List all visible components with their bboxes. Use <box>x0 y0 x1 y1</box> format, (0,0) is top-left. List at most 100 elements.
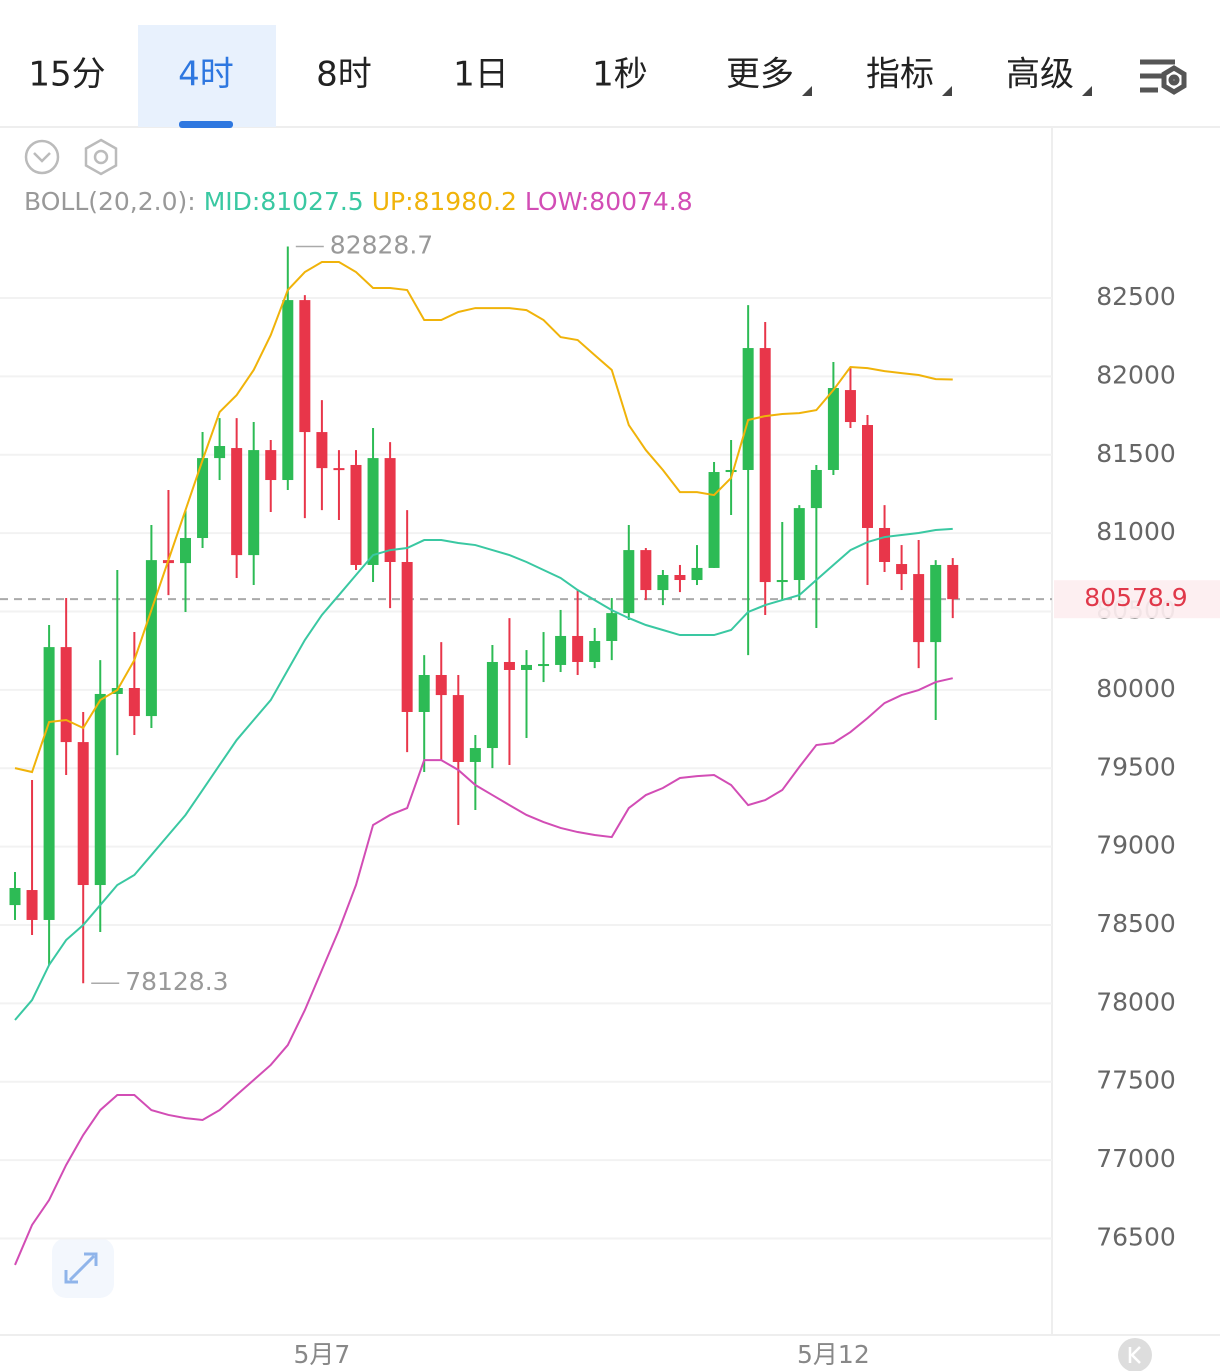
legend-entry: LOW:80074.8 <box>525 187 693 216</box>
tab[interactable]: 4时 <box>138 25 276 128</box>
tab-label: 4时 <box>178 55 234 95</box>
candle-body <box>810 469 822 509</box>
y-tick-label: 77000 <box>1096 1144 1176 1173</box>
y-tick-label: 76500 <box>1096 1222 1176 1251</box>
candle-body <box>248 450 260 556</box>
candle-body <box>572 635 584 662</box>
candle-body <box>862 425 873 528</box>
candle-body <box>947 564 959 600</box>
candle-body <box>180 538 191 564</box>
indicator-legend: BOLL(20,2.0): MID:81027.5 UP:81980.2 LOW:80… <box>24 187 693 216</box>
tab-label: 高级 <box>1006 55 1074 95</box>
candle-body <box>299 300 311 433</box>
candle-body <box>623 550 635 614</box>
indicator-label: BOLL(20,2.0): <box>24 187 196 216</box>
y-tick-label: 81500 <box>1096 439 1176 468</box>
candle-body <box>214 446 226 459</box>
candle-body <box>879 527 891 562</box>
candle-body <box>282 300 294 481</box>
tab[interactable]: 1日 <box>453 55 509 95</box>
icon-circle <box>24 139 60 175</box>
candle-body <box>759 348 771 583</box>
dropdown-caret <box>802 86 812 96</box>
candle-body <box>793 508 805 581</box>
candle-body <box>657 575 669 591</box>
k-glyph <box>1130 1346 1141 1364</box>
y-tick-label: 82500 <box>1096 282 1176 311</box>
settings-icon[interactable] <box>1140 59 1187 95</box>
tab-label: 更多 <box>726 55 794 95</box>
icon-hex <box>1161 65 1187 95</box>
tab[interactable]: 1秒 <box>592 55 648 95</box>
indicator-settings-icon[interactable] <box>84 138 118 176</box>
candle-body <box>197 458 209 539</box>
tab[interactable]: 高级 <box>1006 55 1092 97</box>
candle-body <box>435 674 447 696</box>
expand-arrows <box>64 1252 98 1284</box>
y-tick-label: 77500 <box>1096 1066 1176 1095</box>
tab[interactable]: 指标 <box>866 55 952 97</box>
extreme-label: 78128.3 <box>125 967 228 996</box>
tab-label: 1日 <box>453 55 509 95</box>
y-tick-label: 80000 <box>1096 674 1176 703</box>
tab[interactable]: 更多 <box>726 55 812 97</box>
candle-body <box>469 748 481 762</box>
candle-body <box>708 472 720 568</box>
legend-entry: MID:81027.5 <box>204 187 364 216</box>
y-tick-label: 79000 <box>1096 831 1176 860</box>
candle-body <box>452 695 464 762</box>
tab[interactable]: 8时 <box>316 55 372 95</box>
button-bg <box>1118 1338 1152 1371</box>
candle-body <box>128 688 140 717</box>
candle-body <box>384 458 396 562</box>
y-tick-label: 78000 <box>1096 987 1176 1016</box>
candle-body <box>333 468 345 471</box>
candle-body <box>316 432 328 469</box>
candle-body <box>521 664 532 670</box>
tab-indicator <box>179 121 233 128</box>
candle-body <box>26 890 38 920</box>
candle-body <box>896 564 908 575</box>
candle-body <box>555 635 567 665</box>
candle-body <box>606 613 618 641</box>
candle-body <box>350 464 362 565</box>
legend-entry: UP:81980.2 <box>372 187 517 216</box>
expand-button[interactable] <box>52 1238 114 1298</box>
tab-label: 15分 <box>28 55 105 95</box>
candle-body <box>401 561 413 712</box>
candle-body <box>776 580 788 583</box>
candle-body <box>589 640 601 662</box>
tab-label: 1秒 <box>592 55 648 95</box>
candle-body <box>77 742 89 886</box>
tab-active-bg <box>138 25 276 127</box>
candle-body <box>913 574 925 643</box>
candle-body <box>43 647 55 920</box>
candle-body <box>367 458 379 565</box>
candle-body <box>538 664 550 667</box>
x-tick-label: 5月12 <box>797 1340 870 1369</box>
price-tag-bg <box>1054 580 1220 619</box>
extreme-label: 82828.7 <box>330 231 433 260</box>
tab-label: 指标 <box>866 55 934 95</box>
candle-body <box>691 567 703 581</box>
candle-body <box>486 661 498 749</box>
price-tag: 80578.9 <box>1084 583 1187 612</box>
candle-body <box>60 647 72 743</box>
y-tick-label: 82000 <box>1096 360 1176 389</box>
tab[interactable]: 15分 <box>28 55 105 95</box>
candle-body <box>930 564 942 643</box>
candle-body <box>503 661 515 670</box>
y-tick-label: 78500 <box>1096 909 1176 938</box>
collapse-icon[interactable] <box>24 139 60 175</box>
candle-body <box>827 388 839 470</box>
k-button[interactable] <box>1118 1338 1152 1371</box>
boll-line <box>14 677 953 1266</box>
candle-body <box>674 575 686 581</box>
boll-line <box>14 261 953 774</box>
candle-body <box>844 390 856 423</box>
candle-body <box>725 469 737 473</box>
icon-dot <box>93 149 109 165</box>
